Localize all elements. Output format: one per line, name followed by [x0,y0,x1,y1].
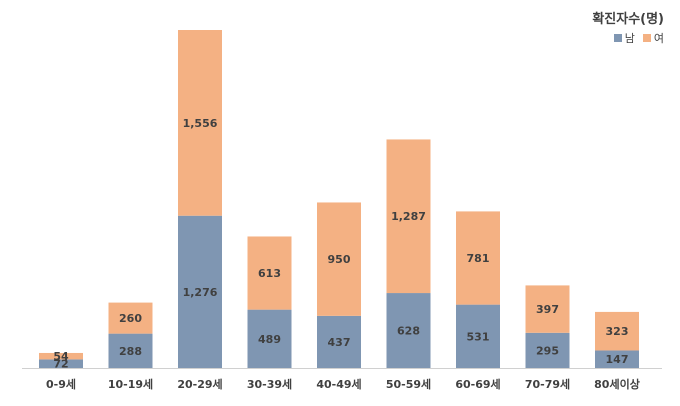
x-tick-label-5: 50-59세 [386,377,431,391]
bar-segment-female-7 [525,285,570,333]
legend-title: 확진자수(명) [592,12,664,27]
bar-segment-male-7 [525,332,570,368]
data-label-male-0: 72 [53,358,68,371]
bar-segment-female-8 [595,311,639,351]
legend-swatch-female [642,34,651,42]
bar-segment-male-1 [108,333,153,368]
x-tick-label-4: 40-49세 [316,377,361,391]
x-tick-label-0: 0-9세 [46,377,76,391]
bar-segment-male-2 [178,215,222,368]
legend-label-female: 여 [653,32,664,45]
bar-segment-female-6 [456,211,500,305]
data-label-male-6: 531 [467,330,490,343]
legend: 남 여 [613,30,664,46]
data-label-female-7: 397 [536,303,559,316]
data-label-female-8: 323 [606,325,629,338]
bar-segment-female-4 [317,202,361,316]
data-label-female-2: 1,556 [183,117,218,130]
x-tick-label-3: 30-39세 [247,377,292,391]
bar-segment-male-8 [595,350,639,368]
bar-segment-male-6 [456,304,500,368]
bar-segment-female-3 [247,236,292,310]
bar-segment-male-5 [386,293,431,368]
bar-segment-male-3 [247,309,292,368]
data-label-female-3: 613 [258,267,281,280]
data-label-male-3: 489 [258,333,281,346]
legend-swatch-male [613,34,622,42]
data-label-male-8: 147 [606,353,629,366]
bar-segment-female-2 [178,30,222,216]
data-label-male-4: 437 [328,336,351,349]
x-tick-label-1: 10-19세 [108,377,153,391]
bar-segment-female-1 [108,302,153,334]
data-label-female-4: 950 [328,253,351,266]
legend-label-male: 남 [624,32,635,45]
legend-item-female: 여 [642,30,664,46]
x-tick-label-7: 70-79세 [525,377,570,391]
data-label-male-1: 288 [119,345,142,358]
x-tick-label-6: 60-69세 [455,377,500,391]
x-tick-label-2: 20-29세 [177,377,222,391]
bar-segment-female-5 [386,139,431,294]
data-label-female-5: 1,287 [391,210,426,223]
x-tick-label-8: 80세이상 [594,377,640,391]
data-label-male-5: 628 [397,325,420,338]
bar-segment-male-4 [317,315,361,368]
legend-item-male: 남 [613,30,635,46]
data-label-male-2: 1,276 [183,286,218,299]
bar-segment-male-0 [39,359,83,368]
data-label-female-0: 54 [53,350,69,363]
data-label-female-6: 781 [467,252,490,265]
bar-segment-female-0 [39,352,83,360]
data-label-male-7: 295 [536,344,559,357]
data-label-female-1: 260 [119,312,142,325]
